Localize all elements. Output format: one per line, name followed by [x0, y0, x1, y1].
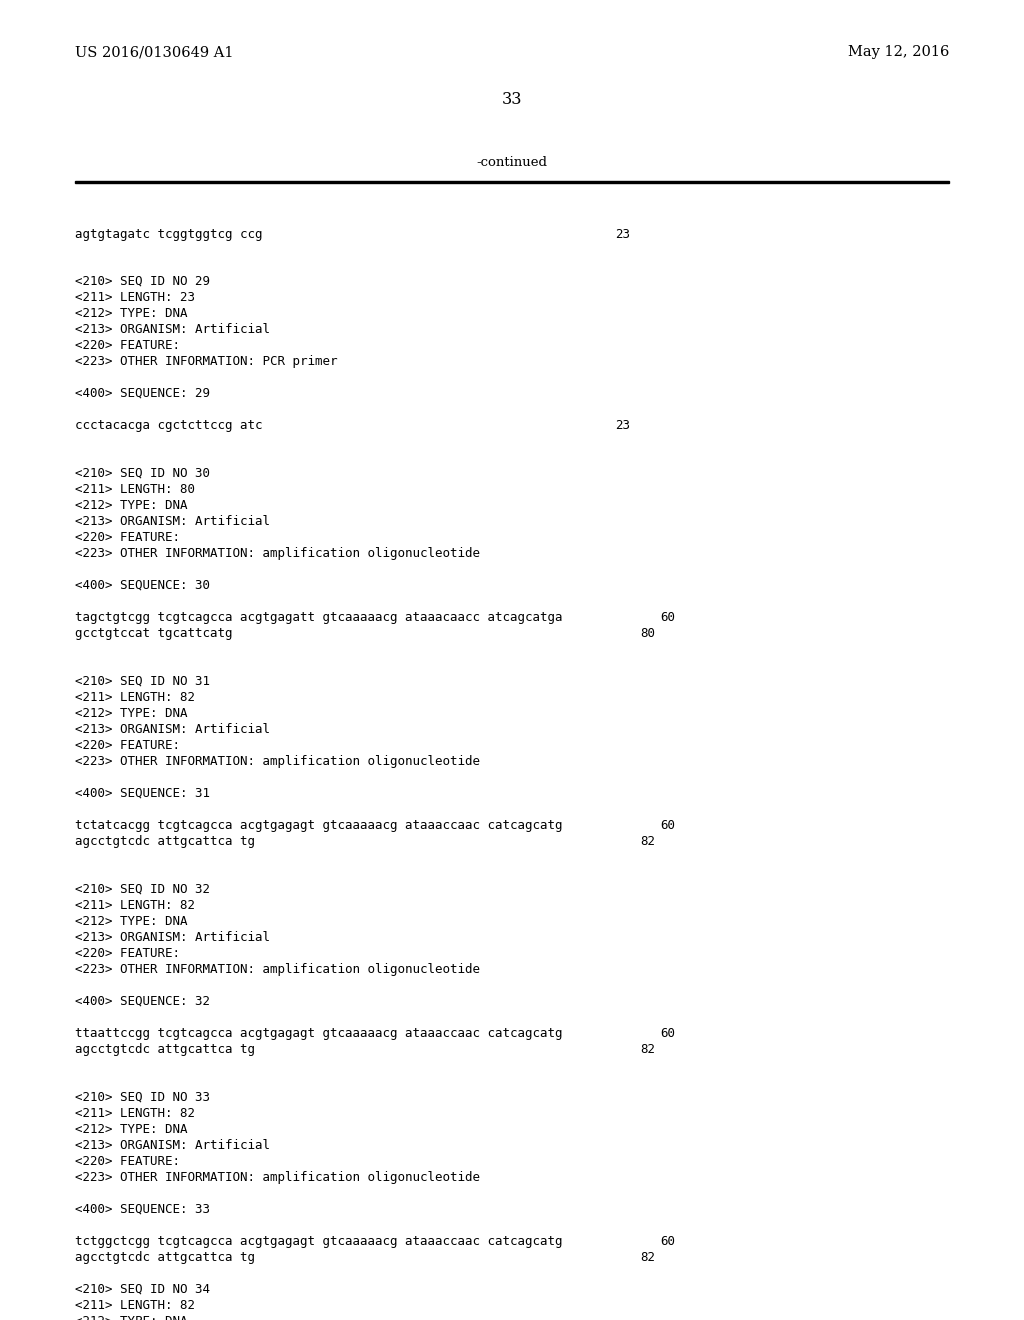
Text: 82: 82: [640, 836, 655, 847]
Text: -continued: -continued: [476, 157, 548, 169]
Text: <223> OTHER INFORMATION: amplification oligonucleotide: <223> OTHER INFORMATION: amplification o…: [75, 546, 480, 560]
Text: <400> SEQUENCE: 29: <400> SEQUENCE: 29: [75, 387, 210, 400]
Text: 80: 80: [640, 627, 655, 640]
Text: <213> ORGANISM: Artificial: <213> ORGANISM: Artificial: [75, 323, 270, 337]
Text: 60: 60: [660, 818, 675, 832]
Text: <213> ORGANISM: Artificial: <213> ORGANISM: Artificial: [75, 723, 270, 737]
Text: <220> FEATURE:: <220> FEATURE:: [75, 531, 180, 544]
Text: tctggctcgg tcgtcagcca acgtgagagt gtcaaaaacg ataaaccaac catcagcatg: tctggctcgg tcgtcagcca acgtgagagt gtcaaaa…: [75, 1236, 562, 1247]
Text: <400> SEQUENCE: 32: <400> SEQUENCE: 32: [75, 995, 210, 1008]
Text: 82: 82: [640, 1043, 655, 1056]
Text: <213> ORGANISM: Artificial: <213> ORGANISM: Artificial: [75, 515, 270, 528]
Text: <211> LENGTH: 23: <211> LENGTH: 23: [75, 290, 195, 304]
Text: <220> FEATURE:: <220> FEATURE:: [75, 339, 180, 352]
Text: <212> TYPE: DNA: <212> TYPE: DNA: [75, 308, 187, 319]
Text: <211> LENGTH: 80: <211> LENGTH: 80: [75, 483, 195, 496]
Text: <220> FEATURE:: <220> FEATURE:: [75, 1155, 180, 1168]
Text: <213> ORGANISM: Artificial: <213> ORGANISM: Artificial: [75, 1139, 270, 1152]
Text: <210> SEQ ID NO 34: <210> SEQ ID NO 34: [75, 1283, 210, 1296]
Text: <223> OTHER INFORMATION: PCR primer: <223> OTHER INFORMATION: PCR primer: [75, 355, 338, 368]
Text: <223> OTHER INFORMATION: amplification oligonucleotide: <223> OTHER INFORMATION: amplification o…: [75, 755, 480, 768]
Text: <220> FEATURE:: <220> FEATURE:: [75, 739, 180, 752]
Text: <211> LENGTH: 82: <211> LENGTH: 82: [75, 1299, 195, 1312]
Text: <212> TYPE: DNA: <212> TYPE: DNA: [75, 499, 187, 512]
Text: ttaattccgg tcgtcagcca acgtgagagt gtcaaaaacg ataaaccaac catcagcatg: ttaattccgg tcgtcagcca acgtgagagt gtcaaaa…: [75, 1027, 562, 1040]
Text: tagctgtcgg tcgtcagcca acgtgagatt gtcaaaaacg ataaacaacc atcagcatga: tagctgtcgg tcgtcagcca acgtgagatt gtcaaaa…: [75, 611, 562, 624]
Text: ccctacacga cgctcttccg atc: ccctacacga cgctcttccg atc: [75, 418, 262, 432]
Text: agcctgtcdc attgcattca tg: agcctgtcdc attgcattca tg: [75, 1043, 255, 1056]
Text: US 2016/0130649 A1: US 2016/0130649 A1: [75, 45, 233, 59]
Text: 33: 33: [502, 91, 522, 108]
Text: <213> ORGANISM: Artificial: <213> ORGANISM: Artificial: [75, 931, 270, 944]
Text: <211> LENGTH: 82: <211> LENGTH: 82: [75, 899, 195, 912]
Text: gcctgtccat tgcattcatg: gcctgtccat tgcattcatg: [75, 627, 232, 640]
Text: 60: 60: [660, 1236, 675, 1247]
Text: <212> TYPE: DNA: <212> TYPE: DNA: [75, 915, 187, 928]
Text: <212> TYPE: DNA: <212> TYPE: DNA: [75, 1315, 187, 1320]
Text: <400> SEQUENCE: 31: <400> SEQUENCE: 31: [75, 787, 210, 800]
Text: <210> SEQ ID NO 29: <210> SEQ ID NO 29: [75, 275, 210, 288]
Text: tctatcacgg tcgtcagcca acgtgagagt gtcaaaaacg ataaaccaac catcagcatg: tctatcacgg tcgtcagcca acgtgagagt gtcaaaa…: [75, 818, 562, 832]
Text: <212> TYPE: DNA: <212> TYPE: DNA: [75, 708, 187, 719]
Bar: [75, 181, 949, 183]
Text: <223> OTHER INFORMATION: amplification oligonucleotide: <223> OTHER INFORMATION: amplification o…: [75, 1171, 480, 1184]
Text: <210> SEQ ID NO 32: <210> SEQ ID NO 32: [75, 883, 210, 896]
Text: May 12, 2016: May 12, 2016: [848, 45, 949, 59]
Text: agcctgtcdc attgcattca tg: agcctgtcdc attgcattca tg: [75, 1251, 255, 1265]
Text: agtgtagatc tcggtggtcg ccg: agtgtagatc tcggtggtcg ccg: [75, 228, 262, 242]
Text: <211> LENGTH: 82: <211> LENGTH: 82: [75, 690, 195, 704]
Text: <210> SEQ ID NO 33: <210> SEQ ID NO 33: [75, 1092, 210, 1104]
Text: <211> LENGTH: 82: <211> LENGTH: 82: [75, 1107, 195, 1119]
Text: <210> SEQ ID NO 31: <210> SEQ ID NO 31: [75, 675, 210, 688]
Text: <400> SEQUENCE: 33: <400> SEQUENCE: 33: [75, 1203, 210, 1216]
Text: agcctgtcdc attgcattca tg: agcctgtcdc attgcattca tg: [75, 836, 255, 847]
Text: 60: 60: [660, 611, 675, 624]
Text: <220> FEATURE:: <220> FEATURE:: [75, 946, 180, 960]
Text: <223> OTHER INFORMATION: amplification oligonucleotide: <223> OTHER INFORMATION: amplification o…: [75, 964, 480, 975]
Text: <210> SEQ ID NO 30: <210> SEQ ID NO 30: [75, 467, 210, 480]
Text: 60: 60: [660, 1027, 675, 1040]
Text: 23: 23: [615, 418, 630, 432]
Text: <212> TYPE: DNA: <212> TYPE: DNA: [75, 1123, 187, 1137]
Text: 23: 23: [615, 228, 630, 242]
Text: 82: 82: [640, 1251, 655, 1265]
Text: <400> SEQUENCE: 30: <400> SEQUENCE: 30: [75, 579, 210, 591]
